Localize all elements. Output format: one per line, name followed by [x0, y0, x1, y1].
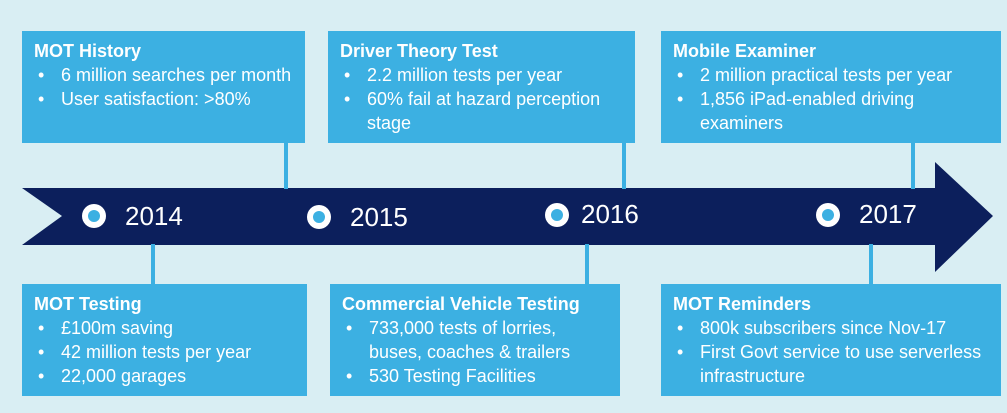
card-commercial-vehicle-testing: Commercial Vehicle Testing 733,000 tests…	[330, 284, 620, 396]
card-bullet: 733,000 tests of lorries, buses, coaches…	[342, 316, 610, 364]
card-bullet: 42 million tests per year	[34, 340, 297, 364]
card-bullet: 60% fail at hazard perception stage	[340, 87, 625, 135]
card-title: MOT Testing	[34, 294, 142, 314]
card-bullet: 2.2 million tests per year	[340, 63, 625, 87]
connector-commercial-vehicle-testing	[585, 244, 589, 284]
card-bullet: User satisfaction: >80%	[34, 87, 295, 111]
card-bullet: 2 million practical tests per year	[673, 63, 991, 87]
card-bullet: 800k subscribers since Nov-17	[673, 316, 991, 340]
connector-mot-testing	[151, 244, 155, 284]
card-driver-theory-test: Driver Theory Test 2.2 million tests per…	[328, 31, 635, 143]
card-bullet: £100m saving	[34, 316, 297, 340]
connector-mot-history	[284, 143, 288, 189]
timeline-dot-2016	[545, 203, 569, 227]
year-label-2014: 2014	[125, 201, 183, 231]
year-label-2015: 2015	[350, 202, 408, 232]
card-mot-history: MOT History 6 million searches per month…	[22, 31, 305, 143]
year-label-2016: 2016	[581, 199, 639, 229]
card-title: Mobile Examiner	[673, 41, 817, 61]
card-mobile-examiner: Mobile Examiner 2 million practical test…	[661, 31, 1001, 143]
timeline-dot-2015	[307, 205, 331, 229]
card-bullet: 1,856 iPad-enabled driving examiners	[673, 87, 991, 135]
card-title: MOT Reminders	[673, 294, 812, 314]
year-label-2017: 2017	[859, 199, 917, 229]
connector-mobile-examiner	[911, 143, 915, 189]
card-mot-reminders: MOT Reminders 800k subscribers since Nov…	[661, 284, 1001, 396]
connector-driver-theory-test	[622, 143, 626, 189]
card-title: Driver Theory Test	[340, 41, 498, 61]
card-title: MOT History	[34, 41, 142, 61]
card-bullet: 530 Testing Facilities	[342, 364, 610, 388]
card-mot-testing: MOT Testing £100m saving 42 million test…	[22, 284, 307, 396]
card-bullet: First Govt service to use serverless inf…	[673, 340, 991, 388]
card-title: Commercial Vehicle Testing	[342, 294, 580, 314]
card-bullet: 22,000 garages	[34, 364, 297, 388]
card-bullet: 6 million searches per month	[34, 63, 295, 87]
connector-mot-reminders	[869, 244, 873, 284]
timeline-dot-2014	[82, 204, 106, 228]
timeline-dot-2017	[816, 203, 840, 227]
